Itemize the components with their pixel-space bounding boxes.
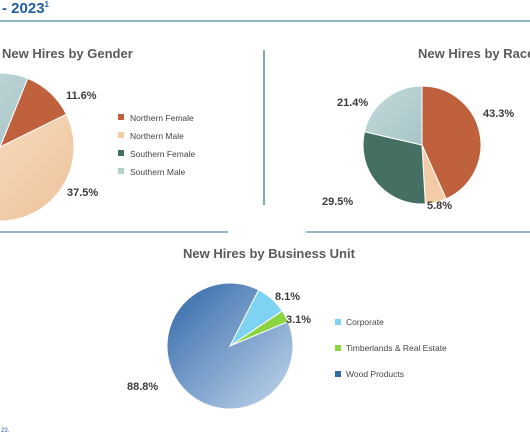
header-year: - 20231 bbox=[2, 0, 50, 17]
legend-label-northern-female: Northern Female bbox=[130, 113, 194, 123]
gender-label-northern-male: 37.5% bbox=[67, 187, 98, 199]
race-label-3: 29.5% bbox=[322, 196, 353, 208]
legend-label-southern-female: Southern Female bbox=[130, 149, 195, 159]
bu-label-corporate: 8.1% bbox=[275, 291, 300, 303]
legend-swatch-wood-products bbox=[335, 371, 341, 377]
race-slice-3 bbox=[363, 85, 423, 146]
legend-swatch-corporate bbox=[335, 319, 341, 325]
legend-label-corporate: Corporate bbox=[346, 317, 384, 327]
business-unit-pie bbox=[166, 282, 294, 410]
legend-label-southern-male: Southern Male bbox=[130, 167, 186, 177]
legend-swatch-northern-female bbox=[118, 114, 124, 120]
legend-label-northern-male: Northern Male bbox=[130, 131, 184, 141]
gender-pie bbox=[0, 72, 75, 222]
race-slice-0 bbox=[421, 85, 482, 200]
gender-slice-3 bbox=[0, 72, 29, 148]
race-pie bbox=[362, 85, 482, 205]
gender-slice-1 bbox=[0, 113, 75, 222]
bu-label-timberlands: 3.1% bbox=[286, 314, 311, 326]
legend-swatch-northern-male bbox=[118, 132, 124, 138]
business-unit-chart-title: New Hires by Business Unit bbox=[183, 246, 356, 261]
race-label-2: 5.8% bbox=[427, 200, 452, 212]
legend-label-wood-products: Wood Products bbox=[346, 369, 404, 379]
legend-swatch-southern-male bbox=[118, 168, 124, 174]
legend-swatch-southern-female bbox=[118, 150, 124, 156]
footnote-text: 23. bbox=[1, 428, 10, 434]
bu-label-wood-products: 88.8% bbox=[127, 381, 158, 393]
legend-label-timberlands: Timberlands & Real Estate bbox=[346, 343, 447, 353]
gender-chart-title: New Hires by Gender bbox=[2, 46, 133, 61]
legend-swatch-timberlands bbox=[335, 345, 341, 351]
race-slice-2 bbox=[362, 131, 426, 205]
business-unit-slice-2 bbox=[166, 282, 294, 410]
race-chart-title: New Hires by Race bbox=[418, 46, 530, 61]
gender-label-northern-female: 11.6% bbox=[66, 90, 97, 102]
race-label-4: 21.4% bbox=[337, 97, 368, 109]
race-label-1: 43.3% bbox=[483, 108, 514, 120]
